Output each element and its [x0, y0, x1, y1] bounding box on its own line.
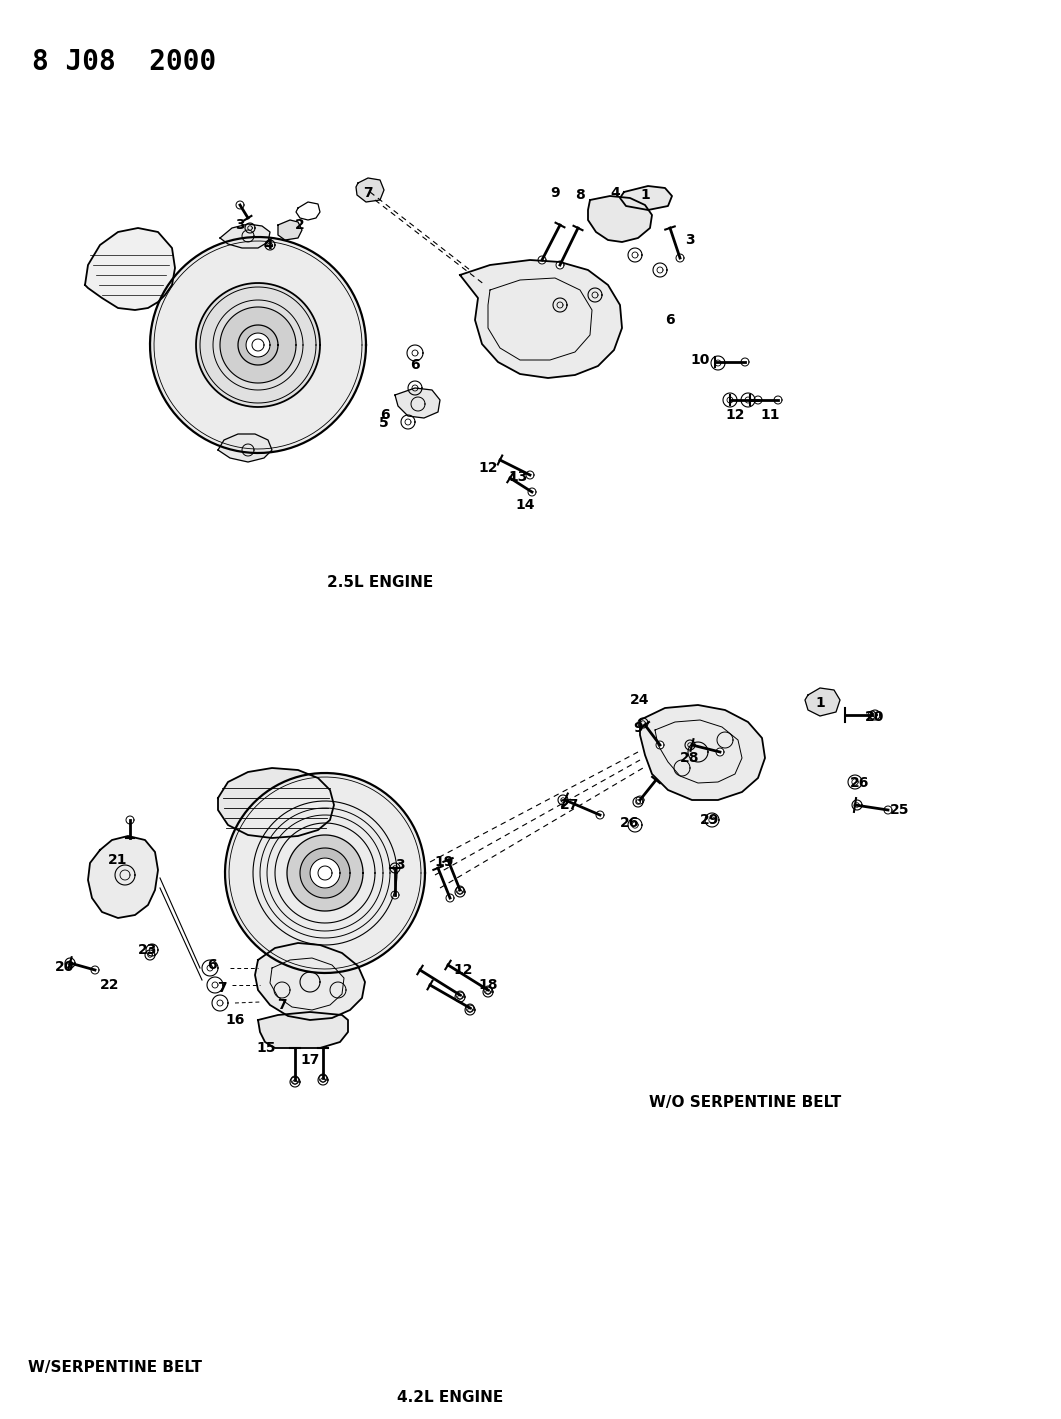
Polygon shape [460, 260, 622, 377]
Text: 6: 6 [380, 409, 389, 421]
Polygon shape [85, 228, 175, 309]
Polygon shape [220, 307, 296, 383]
Text: 10: 10 [691, 353, 710, 368]
Text: 26: 26 [621, 816, 640, 830]
Text: 16: 16 [225, 1013, 245, 1027]
Text: 15: 15 [257, 1042, 276, 1054]
Polygon shape [236, 201, 244, 209]
Text: 27: 27 [560, 797, 579, 812]
Text: W/O SERPENTINE BELT: W/O SERPENTINE BELT [649, 1095, 841, 1110]
Text: W/SERPENTINE BELT: W/SERPENTINE BELT [28, 1359, 202, 1375]
Polygon shape [196, 282, 320, 407]
Polygon shape [596, 812, 604, 819]
Text: 8: 8 [575, 187, 585, 201]
Polygon shape [91, 966, 99, 973]
Text: 22: 22 [100, 978, 120, 992]
Polygon shape [88, 836, 158, 918]
Polygon shape [636, 796, 644, 805]
Polygon shape [446, 894, 454, 902]
Text: 7: 7 [363, 186, 372, 200]
Polygon shape [556, 261, 564, 270]
Text: 26: 26 [850, 776, 870, 790]
Polygon shape [656, 741, 664, 749]
Polygon shape [319, 1074, 327, 1083]
Text: 7: 7 [218, 981, 227, 995]
Polygon shape [392, 891, 399, 900]
Polygon shape [741, 358, 749, 366]
Polygon shape [716, 748, 724, 756]
Polygon shape [220, 224, 269, 248]
Polygon shape [538, 255, 546, 264]
Text: 6: 6 [411, 358, 420, 372]
Text: 20: 20 [866, 710, 885, 724]
Text: 6: 6 [665, 314, 675, 326]
Text: 8 J08  2000: 8 J08 2000 [32, 48, 216, 77]
Polygon shape [456, 990, 464, 999]
Polygon shape [356, 177, 384, 201]
Polygon shape [246, 333, 269, 358]
Polygon shape [676, 254, 684, 263]
Polygon shape [588, 196, 653, 243]
Text: 1: 1 [640, 187, 650, 201]
Text: 28: 28 [680, 751, 700, 765]
Polygon shape [775, 396, 782, 404]
Polygon shape [150, 237, 366, 453]
Text: 7: 7 [277, 998, 286, 1012]
Text: 12: 12 [479, 461, 498, 475]
Text: 5: 5 [379, 416, 389, 430]
Polygon shape [238, 325, 278, 365]
Polygon shape [288, 834, 363, 911]
Text: 18: 18 [479, 978, 498, 992]
Polygon shape [456, 885, 464, 894]
Text: 23: 23 [138, 944, 158, 956]
Polygon shape [884, 806, 892, 815]
Text: 2: 2 [295, 219, 305, 231]
Text: 14: 14 [516, 498, 535, 512]
Polygon shape [620, 186, 672, 210]
Text: 9: 9 [633, 721, 643, 735]
Text: 17: 17 [300, 1053, 319, 1067]
Text: 6: 6 [207, 958, 216, 972]
Text: 1: 1 [815, 695, 824, 710]
Text: 3: 3 [236, 219, 245, 231]
Polygon shape [255, 944, 365, 1020]
Text: 3: 3 [685, 233, 695, 247]
Text: 3: 3 [395, 858, 405, 873]
Text: 4: 4 [610, 186, 620, 200]
Polygon shape [395, 387, 440, 419]
Polygon shape [640, 705, 765, 800]
Text: 12: 12 [726, 409, 745, 421]
Text: 11: 11 [761, 409, 780, 421]
Text: 4: 4 [263, 238, 273, 253]
Text: 25: 25 [890, 803, 909, 817]
Polygon shape [218, 434, 272, 463]
Text: 29: 29 [700, 813, 719, 827]
Text: 9: 9 [551, 186, 560, 200]
Text: 2.5L ENGINE: 2.5L ENGINE [327, 575, 433, 590]
Text: 21: 21 [108, 853, 127, 867]
Polygon shape [868, 711, 876, 719]
Polygon shape [805, 688, 840, 717]
Polygon shape [484, 986, 492, 993]
Polygon shape [300, 849, 350, 898]
Text: 12: 12 [453, 964, 473, 978]
Polygon shape [291, 1076, 299, 1084]
Polygon shape [526, 471, 534, 480]
Polygon shape [278, 220, 302, 240]
Text: 20: 20 [55, 961, 74, 973]
Polygon shape [218, 768, 334, 839]
Polygon shape [126, 816, 134, 824]
Polygon shape [258, 1012, 348, 1049]
Text: 4.2L ENGINE: 4.2L ENGINE [397, 1391, 503, 1405]
Polygon shape [310, 858, 340, 888]
Polygon shape [754, 396, 762, 404]
Text: 19: 19 [434, 856, 454, 868]
Polygon shape [225, 773, 425, 973]
Polygon shape [528, 488, 536, 497]
Text: 13: 13 [508, 470, 527, 484]
Polygon shape [466, 1005, 474, 1012]
Text: 24: 24 [630, 692, 649, 707]
